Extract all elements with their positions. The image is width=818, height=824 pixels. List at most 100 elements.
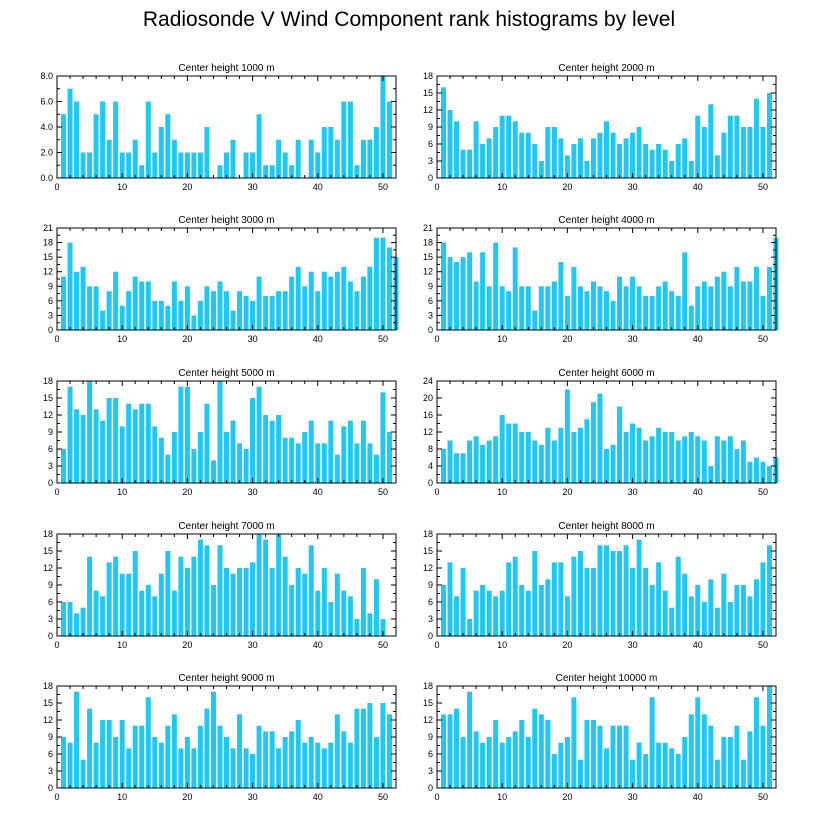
bar bbox=[447, 714, 453, 788]
bar bbox=[708, 725, 714, 788]
bar bbox=[341, 426, 347, 483]
bar bbox=[373, 579, 379, 636]
y-tick-label: 15 bbox=[423, 88, 433, 98]
bar bbox=[467, 440, 473, 483]
bar bbox=[61, 114, 67, 178]
bar bbox=[538, 286, 544, 330]
x-tick-label: 50 bbox=[758, 792, 768, 802]
bar bbox=[571, 266, 577, 330]
bar bbox=[584, 161, 590, 178]
bar bbox=[152, 152, 158, 178]
bar bbox=[386, 247, 392, 330]
y-tick-label: 12 bbox=[43, 410, 53, 420]
bar bbox=[74, 271, 80, 330]
bar bbox=[106, 562, 112, 636]
bar bbox=[584, 419, 590, 483]
y-tick-label: 3 bbox=[48, 766, 53, 776]
bar bbox=[341, 101, 347, 178]
bar bbox=[558, 742, 564, 788]
panel-1: Center height 1000 m 0 10 20 30 40 50 0.0 2.0 4.0… bbox=[40, 63, 397, 192]
y-tick-label: 15 bbox=[423, 252, 433, 262]
bar bbox=[256, 386, 262, 483]
bar bbox=[139, 590, 145, 636]
bar bbox=[584, 568, 590, 636]
bar bbox=[178, 556, 184, 636]
bar bbox=[197, 300, 203, 330]
y-tick-label: 0 bbox=[428, 325, 433, 335]
bar bbox=[734, 449, 740, 483]
x-tick-label: 20 bbox=[562, 792, 572, 802]
bar bbox=[67, 742, 73, 788]
bar bbox=[760, 562, 766, 636]
y-tick-label: 6 bbox=[48, 296, 53, 306]
bar bbox=[747, 731, 753, 788]
y-tick-label: 2.0 bbox=[40, 148, 53, 158]
bar bbox=[132, 725, 138, 788]
bar bbox=[551, 127, 557, 178]
bar bbox=[74, 613, 80, 636]
x-tick-label: 30 bbox=[248, 487, 258, 497]
bar bbox=[656, 562, 662, 636]
bar bbox=[217, 281, 223, 330]
y-tick-label: 18 bbox=[423, 71, 433, 81]
bar bbox=[269, 731, 275, 788]
bar bbox=[250, 152, 256, 178]
bar bbox=[734, 725, 740, 788]
bar bbox=[564, 155, 570, 178]
bar bbox=[302, 432, 308, 483]
bar bbox=[139, 725, 145, 788]
x-tick-label: 10 bbox=[117, 334, 127, 344]
bar bbox=[486, 737, 492, 788]
bar bbox=[708, 466, 714, 483]
bar bbox=[210, 691, 216, 788]
x-tick-label: 0 bbox=[434, 182, 439, 192]
bar bbox=[256, 114, 262, 178]
bar bbox=[191, 556, 197, 636]
bar bbox=[506, 737, 512, 788]
bar bbox=[282, 437, 288, 483]
y-tick-label: 21 bbox=[423, 223, 433, 233]
x-tick-label: 20 bbox=[562, 182, 572, 192]
bar bbox=[367, 703, 373, 788]
bar bbox=[191, 449, 197, 483]
bar bbox=[519, 286, 525, 330]
bar bbox=[145, 403, 151, 483]
bar bbox=[597, 545, 603, 636]
bar bbox=[532, 310, 538, 330]
bar bbox=[669, 748, 675, 788]
bar bbox=[367, 613, 373, 636]
bar bbox=[276, 291, 282, 330]
bar bbox=[473, 731, 479, 788]
x-tick-label: 20 bbox=[182, 334, 192, 344]
bar bbox=[210, 460, 216, 483]
bar bbox=[367, 443, 373, 483]
y-tick-label: 15 bbox=[43, 698, 53, 708]
y-tick-label: 3 bbox=[48, 310, 53, 320]
bar bbox=[217, 725, 223, 788]
bar bbox=[334, 271, 340, 330]
bar bbox=[577, 759, 583, 788]
bar bbox=[766, 93, 772, 178]
bar bbox=[230, 310, 236, 330]
bar bbox=[100, 101, 106, 178]
y-tick-label: 9 bbox=[428, 580, 433, 590]
bar bbox=[276, 534, 282, 636]
bar bbox=[695, 115, 701, 178]
bar bbox=[753, 266, 759, 330]
bar bbox=[519, 132, 525, 178]
bar bbox=[499, 742, 505, 788]
bar bbox=[590, 402, 596, 483]
bar bbox=[480, 742, 486, 788]
bar bbox=[714, 436, 720, 483]
bar bbox=[493, 127, 499, 178]
bar bbox=[662, 742, 668, 788]
main-title: Radiosonde V Wind Component rank histogr… bbox=[142, 8, 676, 31]
x-tick-label: 40 bbox=[313, 792, 323, 802]
x-tick-label: 0 bbox=[434, 487, 439, 497]
bar bbox=[282, 737, 288, 788]
bar bbox=[295, 139, 301, 178]
bar bbox=[302, 286, 308, 330]
y-tick-label: 24 bbox=[423, 376, 433, 386]
bar bbox=[636, 127, 642, 178]
bar bbox=[197, 432, 203, 483]
